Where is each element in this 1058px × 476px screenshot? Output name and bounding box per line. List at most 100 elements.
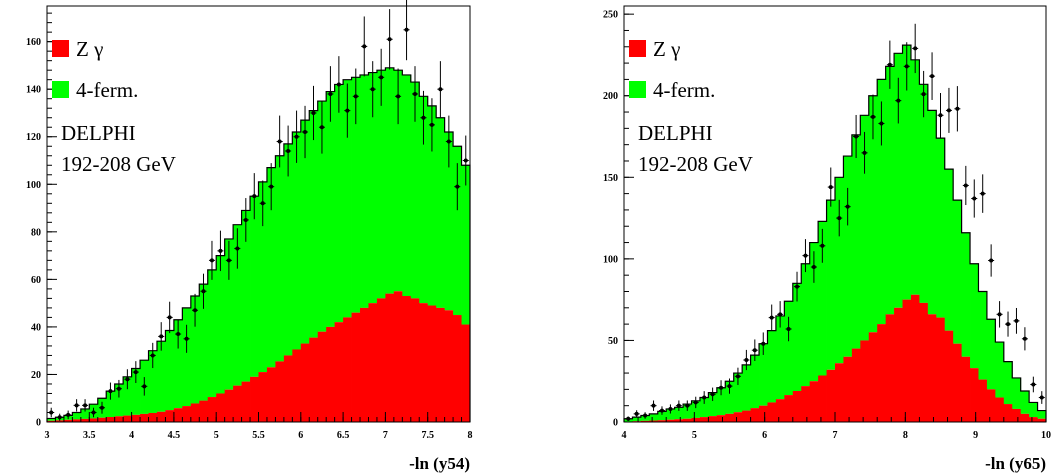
fourferm-bin [410, 82, 420, 299]
zgamma-bin [360, 307, 369, 422]
fourferm-bin [657, 411, 667, 421]
data-point [625, 416, 632, 422]
fourferm-bin [1037, 410, 1047, 419]
fourferm-bin [343, 79, 352, 318]
data-point [642, 412, 649, 419]
data-point [378, 48, 385, 106]
data-marker [786, 327, 791, 332]
data-point [82, 399, 89, 412]
total-outline [623, 44, 1047, 422]
data-point [124, 369, 131, 390]
data-point [996, 301, 1003, 328]
zgamma-bin [385, 293, 395, 422]
data-marker [921, 92, 926, 97]
fourferm-bin [910, 59, 920, 295]
data-point [445, 115, 452, 168]
data-marker [176, 332, 181, 337]
zgamma-bin [902, 299, 912, 422]
fourferm-bin [148, 350, 158, 413]
zgamma-bin [995, 397, 1005, 422]
data-marker [938, 113, 943, 118]
x-tick-label: 4 [129, 430, 134, 441]
data-marker [159, 334, 164, 339]
data-point [285, 125, 292, 177]
data-point [276, 115, 283, 168]
data-marker [446, 139, 451, 144]
fourferm-bin [759, 343, 768, 406]
x-tick-label: 7 [833, 430, 838, 441]
data-point [810, 251, 817, 283]
data-point [658, 406, 665, 415]
zgamma-bin [165, 410, 175, 422]
fourferm-bin [1003, 361, 1013, 405]
histogram-panel-y54: 3 3.5 4 4.5 5 5.5 6 6.5 7 7.5 80204060801001201401… [26, 0, 473, 473]
zgamma-bin [978, 379, 988, 422]
data-marker [353, 94, 358, 99]
legend-swatch-zgamma [629, 40, 646, 57]
fourferm-bin [860, 115, 870, 341]
y-tick-label: 160 [26, 37, 41, 48]
data-point [785, 316, 792, 342]
zgamma-bin [410, 298, 420, 422]
x-tick-label: 3 [45, 430, 50, 441]
zgamma-bin [666, 419, 676, 422]
data-point [132, 361, 139, 384]
data-marker [99, 405, 104, 410]
data-points-y65 [625, 23, 1045, 422]
zgamma-bin [343, 317, 352, 422]
fourferm-bin [258, 181, 268, 373]
fourferm-bin [199, 284, 209, 401]
fourferm-bin [385, 67, 395, 294]
fourferm-bin [419, 96, 429, 304]
zgamma-bin [351, 312, 361, 422]
data-marker [634, 411, 639, 416]
data-point [743, 349, 750, 371]
zgamma-bin [691, 417, 701, 422]
fourferm-bin [750, 355, 760, 409]
data-point [335, 56, 342, 113]
data-marker [226, 258, 231, 263]
zgamma-bin [927, 314, 937, 422]
fourferm-bin [80, 408, 90, 419]
data-marker [328, 91, 333, 96]
data-point [962, 165, 969, 206]
data-marker [778, 312, 783, 317]
data-point [1005, 311, 1012, 337]
data-marker [659, 408, 664, 413]
fourferm-bin [944, 169, 954, 331]
zgamma-bin [80, 418, 90, 422]
x-tick-label: 8 [468, 430, 473, 441]
x-tick-label: 4.5 [168, 430, 181, 441]
y-tick-label: 100 [603, 254, 618, 265]
data-point [912, 23, 919, 74]
data-marker [218, 248, 223, 253]
y-tick-label: 50 [608, 336, 618, 347]
zgamma-bin [300, 343, 310, 422]
fourferm-bin [292, 131, 302, 350]
zgamma-bin [843, 356, 853, 422]
data-marker [336, 82, 341, 87]
data-marker [896, 98, 901, 103]
data-marker [930, 74, 935, 79]
zgamma-bin [453, 315, 462, 422]
data-point [454, 163, 461, 211]
data-point [878, 101, 885, 146]
fourferm-bin [351, 77, 361, 313]
data-marker [727, 384, 732, 389]
fourferm-bin [72, 412, 82, 420]
data-marker [626, 416, 631, 421]
experiment-label: DELPHI [638, 121, 713, 145]
stacked-histogram-y54 [46, 67, 471, 422]
data-point [107, 382, 114, 400]
data-marker [345, 108, 350, 113]
data-point [929, 52, 936, 100]
data-marker [837, 216, 842, 221]
zgamma-bin [233, 385, 242, 422]
data-point [751, 339, 758, 361]
zgamma-bin [444, 310, 454, 422]
data-point [462, 135, 469, 186]
fourferm-bin [317, 101, 327, 332]
data-point [1030, 376, 1037, 393]
data-marker [370, 87, 375, 92]
